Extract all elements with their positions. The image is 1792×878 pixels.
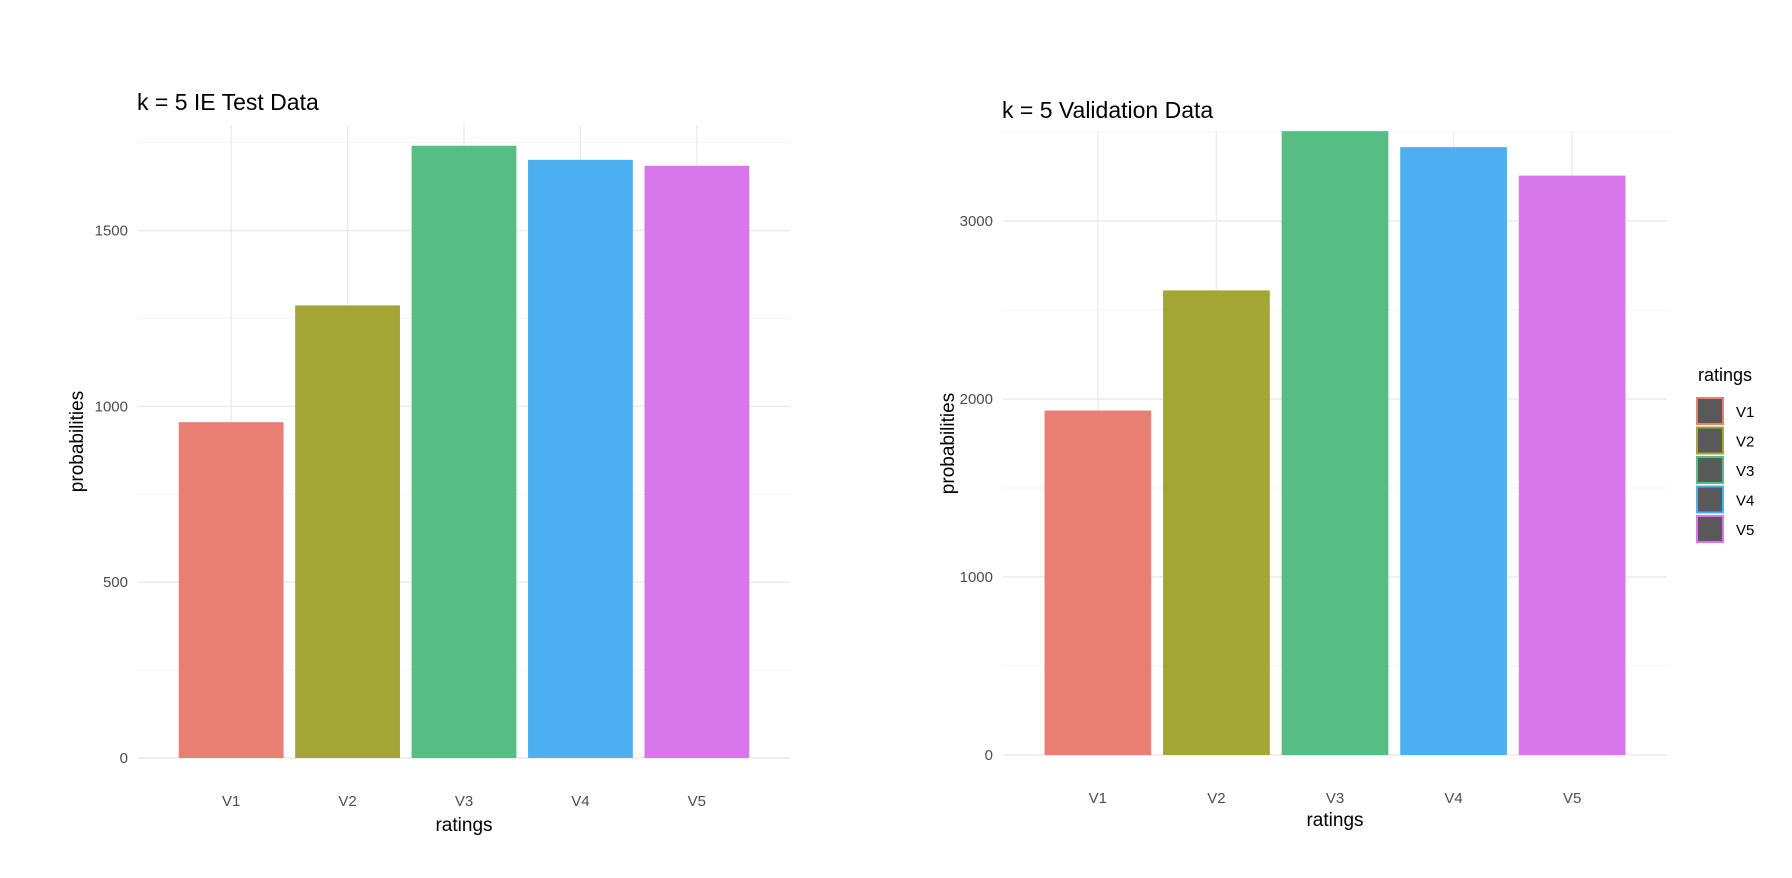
x-tick-label: V3 xyxy=(1326,790,1344,807)
legend-items: V1 V2 V3 V4 V5 xyxy=(1696,397,1754,543)
y-tick-label: 0 xyxy=(120,750,128,767)
chart-ie-test-title: k = 5 IE Test Data xyxy=(137,89,319,115)
bar-v1 xyxy=(178,422,284,758)
chart-ie-test-y-ticks: 0 500 1000 1500 xyxy=(95,223,128,768)
y-tick-label: 1000 xyxy=(95,398,128,415)
x-tick-label: V1 xyxy=(1089,790,1107,807)
chart-ie-test-bars xyxy=(178,145,750,758)
chart-validation-y-axis-title: probabilities xyxy=(938,393,959,494)
bar-v5 xyxy=(1518,175,1626,756)
legend-label-v1: V1 xyxy=(1736,404,1754,421)
legend-key-v5 xyxy=(1696,515,1724,543)
legend-key-v2 xyxy=(1696,426,1724,455)
bar-v1 xyxy=(1044,410,1152,755)
bar-v4 xyxy=(528,159,633,758)
bar-v3 xyxy=(411,145,517,758)
chart-ie-test-y-axis-title: probabilities xyxy=(67,391,88,492)
chart-validation-title: k = 5 Validation Data xyxy=(1002,97,1213,123)
chart-validation-x-ticks: V1 V2 V3 V4 V5 xyxy=(1089,790,1582,807)
legend-key-v3 xyxy=(1696,456,1724,484)
legend-label-v2: V2 xyxy=(1736,434,1754,451)
chart-ie-test-x-ticks: V1 V2 V3 V4 V5 xyxy=(222,793,706,810)
bar-v4 xyxy=(1400,147,1507,755)
legend-title: ratings xyxy=(1698,365,1752,385)
legend: ratings V1 V2 V3 V4 V5 xyxy=(1696,365,1754,543)
bar-v2 xyxy=(1163,290,1270,755)
legend-label-v4: V4 xyxy=(1736,493,1754,510)
x-tick-label: V5 xyxy=(1563,790,1581,807)
chart-validation-x-axis-title: ratings xyxy=(1306,810,1363,831)
legend-label-v3: V3 xyxy=(1736,463,1754,480)
chart-validation: 0 1000 2000 3000 V1 V2 V3 V4 V5 k = 5 Validatio… xyxy=(938,97,1667,831)
x-tick-label: V1 xyxy=(222,793,240,810)
bar-v3 xyxy=(1281,131,1389,756)
x-tick-label: V4 xyxy=(1444,790,1462,807)
x-tick-label: V2 xyxy=(338,793,356,810)
chart-validation-y-ticks: 0 1000 2000 3000 xyxy=(960,213,993,764)
y-tick-label: 500 xyxy=(103,574,128,591)
chart-ie-test-x-axis-title: ratings xyxy=(435,815,492,836)
chart-ie-test: 0 500 1000 1500 V1 V2 V3 V4 V5 k = 5 IE Test Da… xyxy=(67,89,790,836)
bar-v2 xyxy=(295,305,400,758)
y-tick-label: 1500 xyxy=(95,223,128,240)
x-tick-label: V4 xyxy=(571,793,589,810)
x-tick-label: V5 xyxy=(688,793,706,810)
y-tick-label: 1000 xyxy=(960,569,993,586)
legend-key-v1 xyxy=(1696,397,1724,425)
chart-validation-bars xyxy=(1044,131,1626,756)
x-tick-label: V3 xyxy=(455,793,473,810)
y-tick-label: 3000 xyxy=(960,213,993,230)
y-tick-label: 0 xyxy=(985,747,993,764)
legend-key-v4 xyxy=(1696,485,1724,514)
bar-v5 xyxy=(644,165,750,758)
x-tick-label: V2 xyxy=(1207,790,1225,807)
y-tick-label: 2000 xyxy=(960,391,993,408)
legend-label-v5: V5 xyxy=(1736,522,1754,539)
